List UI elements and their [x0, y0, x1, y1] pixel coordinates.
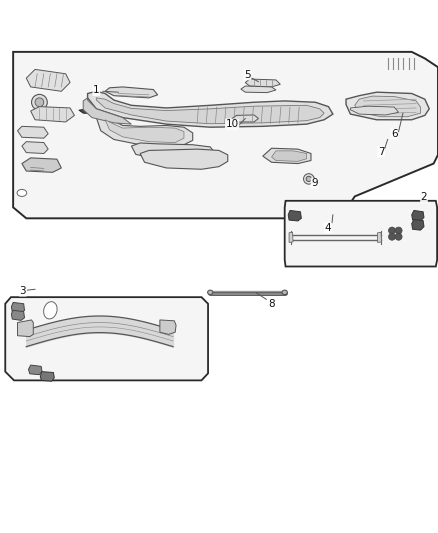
Polygon shape — [11, 310, 25, 320]
Polygon shape — [22, 158, 61, 172]
Polygon shape — [31, 107, 74, 122]
Polygon shape — [241, 86, 276, 93]
Polygon shape — [11, 302, 25, 313]
Polygon shape — [96, 98, 324, 124]
Polygon shape — [28, 365, 42, 375]
Text: 4: 4 — [324, 223, 331, 233]
Polygon shape — [232, 115, 258, 122]
Text: 3: 3 — [19, 286, 26, 296]
Text: 9: 9 — [311, 178, 318, 188]
Polygon shape — [83, 98, 131, 124]
Ellipse shape — [17, 189, 27, 197]
Polygon shape — [272, 151, 307, 161]
Polygon shape — [285, 201, 437, 266]
Text: 10: 10 — [226, 119, 239, 129]
Text: 6: 6 — [391, 129, 398, 139]
Polygon shape — [13, 52, 438, 219]
Polygon shape — [263, 148, 311, 164]
Text: 8: 8 — [268, 298, 275, 309]
Polygon shape — [346, 92, 429, 120]
Circle shape — [389, 233, 396, 240]
Circle shape — [32, 94, 47, 110]
Polygon shape — [96, 115, 193, 146]
Polygon shape — [245, 79, 280, 87]
Polygon shape — [140, 149, 228, 169]
Polygon shape — [105, 120, 184, 142]
Polygon shape — [355, 96, 420, 117]
Ellipse shape — [44, 302, 57, 319]
Ellipse shape — [208, 290, 213, 295]
Polygon shape — [412, 220, 424, 230]
Polygon shape — [40, 372, 54, 381]
Text: 5: 5 — [244, 70, 251, 79]
Polygon shape — [160, 320, 176, 334]
Polygon shape — [18, 320, 33, 336]
Text: 7: 7 — [378, 147, 385, 157]
Polygon shape — [288, 211, 301, 221]
Polygon shape — [412, 211, 424, 221]
Polygon shape — [88, 91, 333, 127]
Polygon shape — [378, 232, 381, 243]
Circle shape — [395, 233, 402, 240]
Circle shape — [306, 176, 311, 182]
Polygon shape — [26, 69, 70, 91]
Polygon shape — [5, 297, 208, 381]
Circle shape — [304, 174, 314, 184]
Polygon shape — [131, 143, 215, 160]
Ellipse shape — [282, 290, 287, 295]
Polygon shape — [22, 142, 48, 154]
Circle shape — [389, 227, 396, 234]
Text: 2: 2 — [420, 192, 427, 203]
Circle shape — [35, 98, 44, 107]
Polygon shape — [289, 232, 293, 243]
Text: 1: 1 — [93, 85, 100, 95]
Polygon shape — [18, 126, 48, 138]
Polygon shape — [105, 87, 158, 98]
Polygon shape — [350, 106, 399, 115]
Circle shape — [395, 227, 402, 234]
Polygon shape — [79, 109, 96, 114]
